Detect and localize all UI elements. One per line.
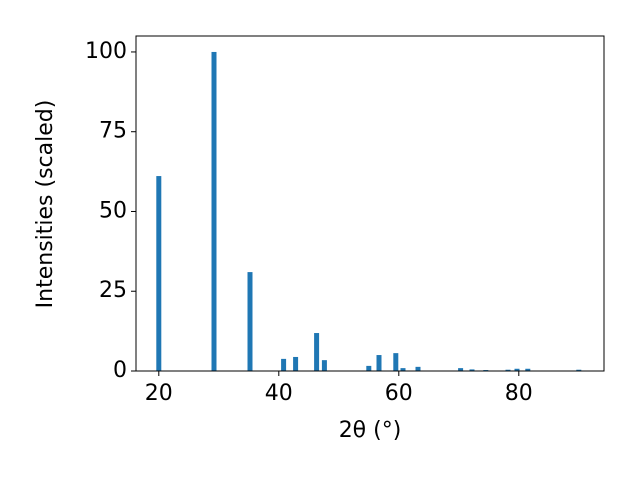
y-tick-label: 25 <box>99 278 127 303</box>
bar <box>576 369 582 371</box>
bar <box>281 358 287 371</box>
bar <box>293 356 299 371</box>
y-tick-label: 50 <box>99 198 127 223</box>
y-tick-label: 0 <box>113 358 127 383</box>
bar <box>156 176 162 371</box>
y-tick-label: 75 <box>99 119 127 144</box>
bar <box>211 51 217 371</box>
bar <box>415 366 421 371</box>
y-axis-label: Intensities (scaled) <box>33 100 58 309</box>
bar <box>505 369 511 371</box>
x-tick-label: 80 <box>505 381 533 406</box>
bar <box>321 360 327 371</box>
bar <box>376 355 382 371</box>
x-tick-label: 60 <box>385 381 413 406</box>
x-tick-label: 40 <box>265 381 293 406</box>
bar <box>393 353 399 371</box>
bar <box>314 333 320 371</box>
bar <box>514 368 520 371</box>
plot-frame <box>135 35 605 372</box>
x-tick-label: 20 <box>145 381 173 406</box>
bar <box>366 365 372 371</box>
bar <box>525 368 531 371</box>
bar <box>458 368 464 371</box>
y-tick-label: 100 <box>85 39 127 64</box>
bar <box>247 272 253 371</box>
x-axis-label: 2θ (°) <box>339 418 402 443</box>
bar <box>469 369 475 371</box>
bar <box>400 368 406 371</box>
